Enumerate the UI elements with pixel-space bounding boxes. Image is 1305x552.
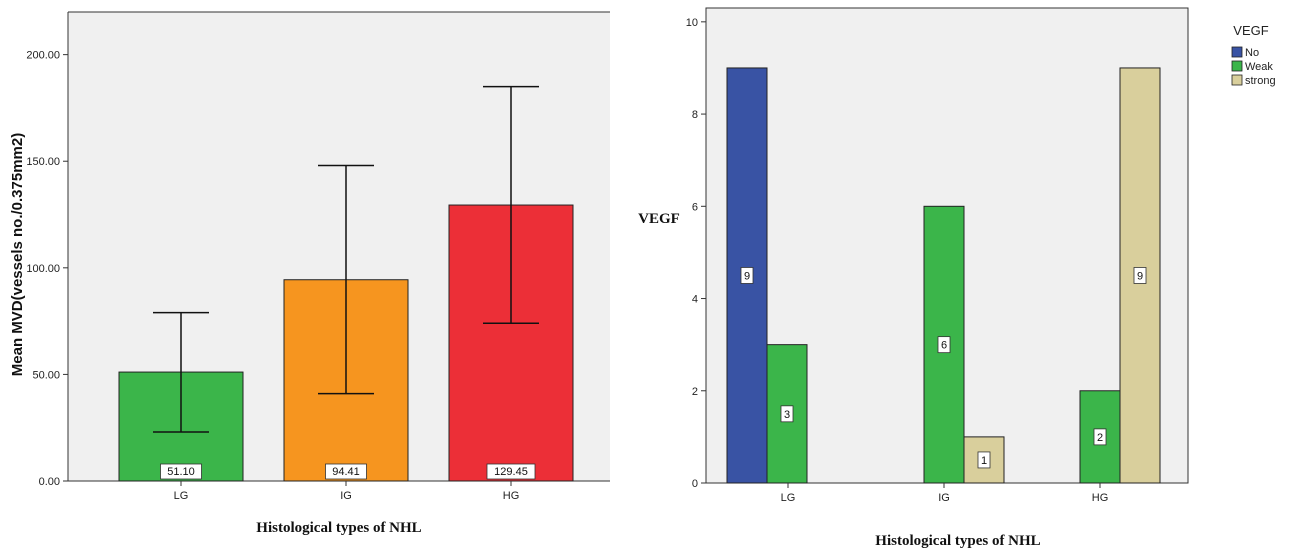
y-tick-label: 8 bbox=[692, 109, 698, 121]
y-tick-label: 10 bbox=[686, 17, 698, 29]
data-label-box bbox=[740, 267, 754, 284]
y-axis-title: VEGF bbox=[638, 211, 680, 227]
x-axis-title: Histological types of NHL bbox=[256, 520, 421, 536]
data-label: 9 bbox=[744, 270, 750, 282]
vegf-bar-chart: 0 2 4 6 8 10 9 3 6 1 2 9 LG IG HG VEGF Histological type… bbox=[638, 7, 1189, 549]
data-label-ig: 94.41 bbox=[332, 466, 360, 478]
data-label-box bbox=[325, 463, 367, 480]
legend: VEGF No Weak strong bbox=[1231, 23, 1276, 87]
legend-swatch-no bbox=[1231, 46, 1243, 58]
y-tick-label: 0.00 bbox=[39, 476, 60, 488]
legend-label-strong: strong bbox=[1245, 75, 1276, 87]
y-tick-label: 2 bbox=[692, 386, 698, 398]
data-label-box bbox=[1133, 267, 1147, 284]
y-axis-title: Mean MVD(vessels no./0.375mm2) bbox=[9, 133, 26, 376]
x-tick-label: LG bbox=[174, 490, 189, 502]
data-label-box bbox=[160, 463, 202, 480]
x-tick-label: IG bbox=[340, 490, 352, 502]
mvd-bar-chart: 0.00 50.00 100.00 150.00 200.00 51.10 LG 94.41 I… bbox=[9, 11, 610, 536]
data-label: 3 bbox=[784, 409, 790, 421]
legend-label-no: No bbox=[1245, 47, 1259, 59]
data-label: 6 bbox=[941, 340, 947, 352]
x-tick-label: HG bbox=[1092, 492, 1109, 504]
y-tick-label: 100.00 bbox=[26, 263, 60, 275]
y-tick-label: 6 bbox=[692, 201, 698, 213]
legend-swatch-strong bbox=[1231, 74, 1243, 86]
data-label: 9 bbox=[1137, 270, 1143, 282]
y-tick-label: 0 bbox=[692, 478, 698, 490]
y-tick-label: 50.00 bbox=[32, 369, 60, 381]
data-label-box bbox=[937, 336, 951, 354]
data-label-lg: 51.10 bbox=[167, 466, 195, 478]
x-tick-label: LG bbox=[781, 492, 796, 504]
data-label: 2 bbox=[1097, 432, 1103, 444]
data-label-box bbox=[1093, 428, 1107, 446]
data-label-box bbox=[977, 451, 991, 469]
x-tick-label: HG bbox=[503, 490, 520, 502]
legend-title: VEGF bbox=[1233, 23, 1268, 38]
legend-swatch-weak bbox=[1231, 60, 1243, 72]
y-tick-label: 200.00 bbox=[26, 50, 60, 62]
x-tick-label: IG bbox=[938, 492, 950, 504]
data-label-box bbox=[780, 405, 794, 423]
x-axis-title: Histological types of NHL bbox=[875, 533, 1040, 549]
y-tick-label: 4 bbox=[692, 294, 698, 306]
data-label-box bbox=[486, 463, 536, 480]
data-label-hg: 129.45 bbox=[494, 466, 528, 478]
data-label: 1 bbox=[981, 455, 987, 467]
legend-label-weak: Weak bbox=[1245, 61, 1273, 73]
y-tick-label: 150.00 bbox=[26, 156, 60, 168]
